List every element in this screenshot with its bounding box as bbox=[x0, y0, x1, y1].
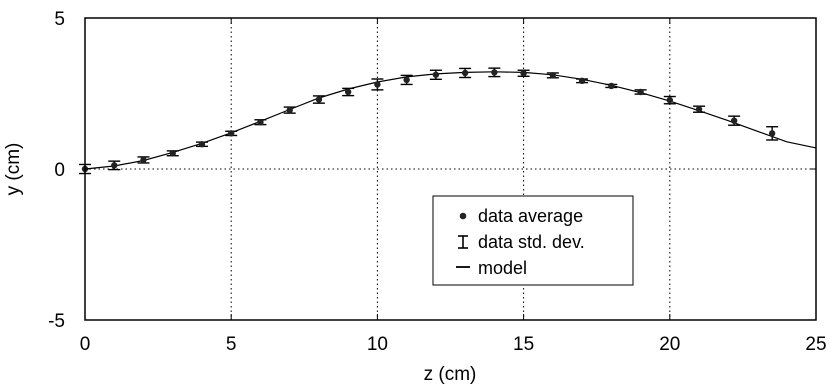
point-layer bbox=[81, 69, 776, 173]
legend-label-model: model bbox=[478, 258, 527, 278]
data-point bbox=[140, 156, 147, 164]
data-point bbox=[549, 72, 557, 79]
data-point bbox=[198, 141, 206, 148]
y-tick-label: 5 bbox=[54, 9, 65, 30]
x-tick-label: 20 bbox=[659, 334, 680, 355]
x-tick-label: 0 bbox=[80, 334, 91, 355]
x-axis-title: z (cm) bbox=[424, 364, 477, 385]
y-tick-label: 0 bbox=[54, 160, 65, 181]
data-point bbox=[432, 71, 440, 78]
legend-label-data-average: data average bbox=[478, 206, 583, 226]
data-point bbox=[730, 117, 738, 124]
data-point bbox=[461, 69, 469, 77]
data-point bbox=[286, 106, 293, 114]
grid-layer bbox=[85, 18, 816, 320]
data-point bbox=[344, 88, 352, 96]
data-point bbox=[374, 81, 381, 88]
tick-layer: 0 5 10 15 20 25 5 0 -5 bbox=[48, 9, 826, 355]
x-tick-label: 25 bbox=[805, 334, 826, 355]
data-point bbox=[768, 130, 776, 137]
x-tick-label: 5 bbox=[226, 334, 237, 355]
x-tick-label: 15 bbox=[513, 334, 534, 355]
x-tick-label: 10 bbox=[367, 334, 388, 355]
legend: data average data std. dev. model bbox=[432, 195, 634, 286]
legend-point-symbol bbox=[459, 212, 467, 220]
data-point bbox=[228, 130, 235, 137]
data-point bbox=[315, 96, 323, 103]
data-point bbox=[666, 96, 673, 104]
data-point bbox=[111, 162, 118, 169]
data-point bbox=[520, 70, 527, 77]
data-point bbox=[491, 69, 498, 76]
data-point bbox=[257, 118, 264, 126]
data-point bbox=[169, 150, 176, 157]
legend-box bbox=[432, 195, 634, 286]
legend-errorbar-symbol bbox=[458, 235, 468, 249]
y-axis-title: y (cm) bbox=[3, 143, 24, 196]
y-tick-label: -5 bbox=[48, 311, 65, 332]
data-point bbox=[608, 82, 615, 90]
data-point bbox=[403, 76, 410, 84]
data-point bbox=[578, 77, 586, 85]
data-point bbox=[637, 88, 644, 96]
legend-label-data-std-dev: data std. dev. bbox=[478, 232, 585, 252]
data-point bbox=[695, 106, 703, 113]
